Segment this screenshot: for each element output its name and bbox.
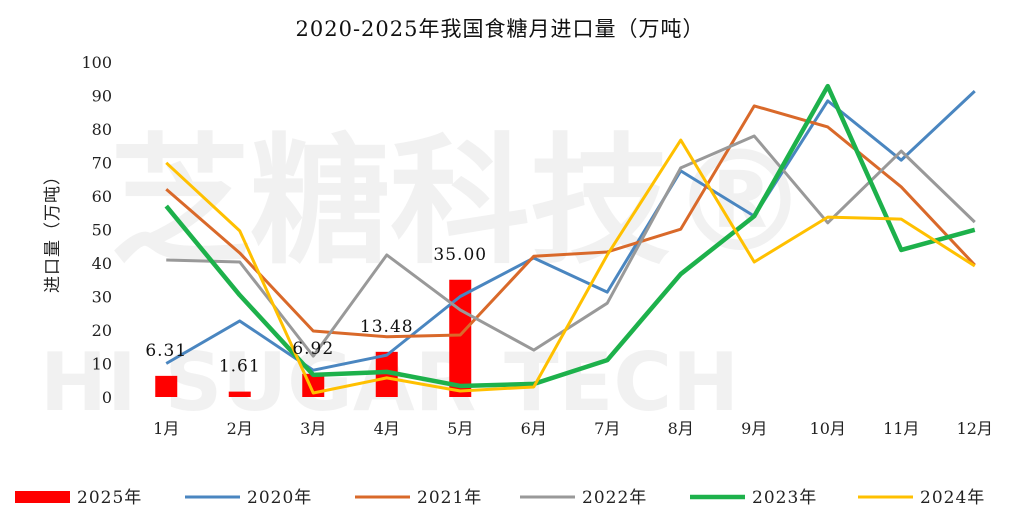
line-2021年 <box>165 104 976 339</box>
y-tick-label: 90 <box>92 87 112 106</box>
x-tick-label: 12月 <box>957 419 993 438</box>
watermark-brand: 芝糖科技® <box>110 121 810 284</box>
x-tick-label: 1月 <box>153 419 179 438</box>
y-tick-label: 50 <box>92 221 112 240</box>
line-2023年 <box>164 83 976 389</box>
bar-2025 <box>228 391 251 397</box>
legend-label: 2025年 <box>77 488 142 508</box>
bar-data-label: 6.92 <box>292 339 334 359</box>
legend-label: 2023年 <box>752 488 817 508</box>
x-tick-label: 3月 <box>300 419 326 438</box>
x-tick-label: 7月 <box>594 419 620 438</box>
x-tick-label: 8月 <box>668 419 694 438</box>
bar-2025 <box>375 351 398 397</box>
x-tick-label: 10月 <box>810 419 846 438</box>
line-2024年 <box>165 138 976 395</box>
y-tick-label: 100 <box>81 53 112 72</box>
x-tick-label: 9月 <box>741 419 767 438</box>
bar-data-label: 6.31 <box>145 341 187 361</box>
bar-2025 <box>155 375 178 397</box>
y-tick-label: 80 <box>92 120 112 139</box>
y-tick-label: 30 <box>92 288 112 307</box>
x-tick-label: 11月 <box>883 419 919 438</box>
x-tick-label: 4月 <box>374 419 400 438</box>
bar-2025 <box>449 279 472 397</box>
legend-label: 2020年 <box>247 488 312 508</box>
chart-title: 2020-2025年我国食糖月进口量（万吨） <box>296 17 705 41</box>
legend-label: 2021年 <box>417 488 482 508</box>
bar-data-label: 13.48 <box>360 317 414 337</box>
bar-data-label: 1.61 <box>219 357 261 377</box>
legend-label: 2022年 <box>582 488 647 508</box>
bar-data-label: 35.00 <box>433 245 487 265</box>
y-axis-label: 进口量（万吨） <box>43 167 63 293</box>
y-tick-label: 0 <box>102 388 112 407</box>
y-tick-label: 20 <box>92 321 112 340</box>
line-2022年 <box>166 134 976 358</box>
y-tick-label: 70 <box>92 154 112 173</box>
y-tick-label: 40 <box>92 254 112 273</box>
y-tick-label: 10 <box>92 355 112 374</box>
x-tick-label: 6月 <box>521 419 547 438</box>
x-tick-label: 5月 <box>447 419 473 438</box>
legend-label: 2024年 <box>920 488 985 508</box>
y-tick-label: 60 <box>92 187 112 206</box>
legend-swatch <box>15 491 70 503</box>
x-tick-label: 2月 <box>227 419 253 438</box>
